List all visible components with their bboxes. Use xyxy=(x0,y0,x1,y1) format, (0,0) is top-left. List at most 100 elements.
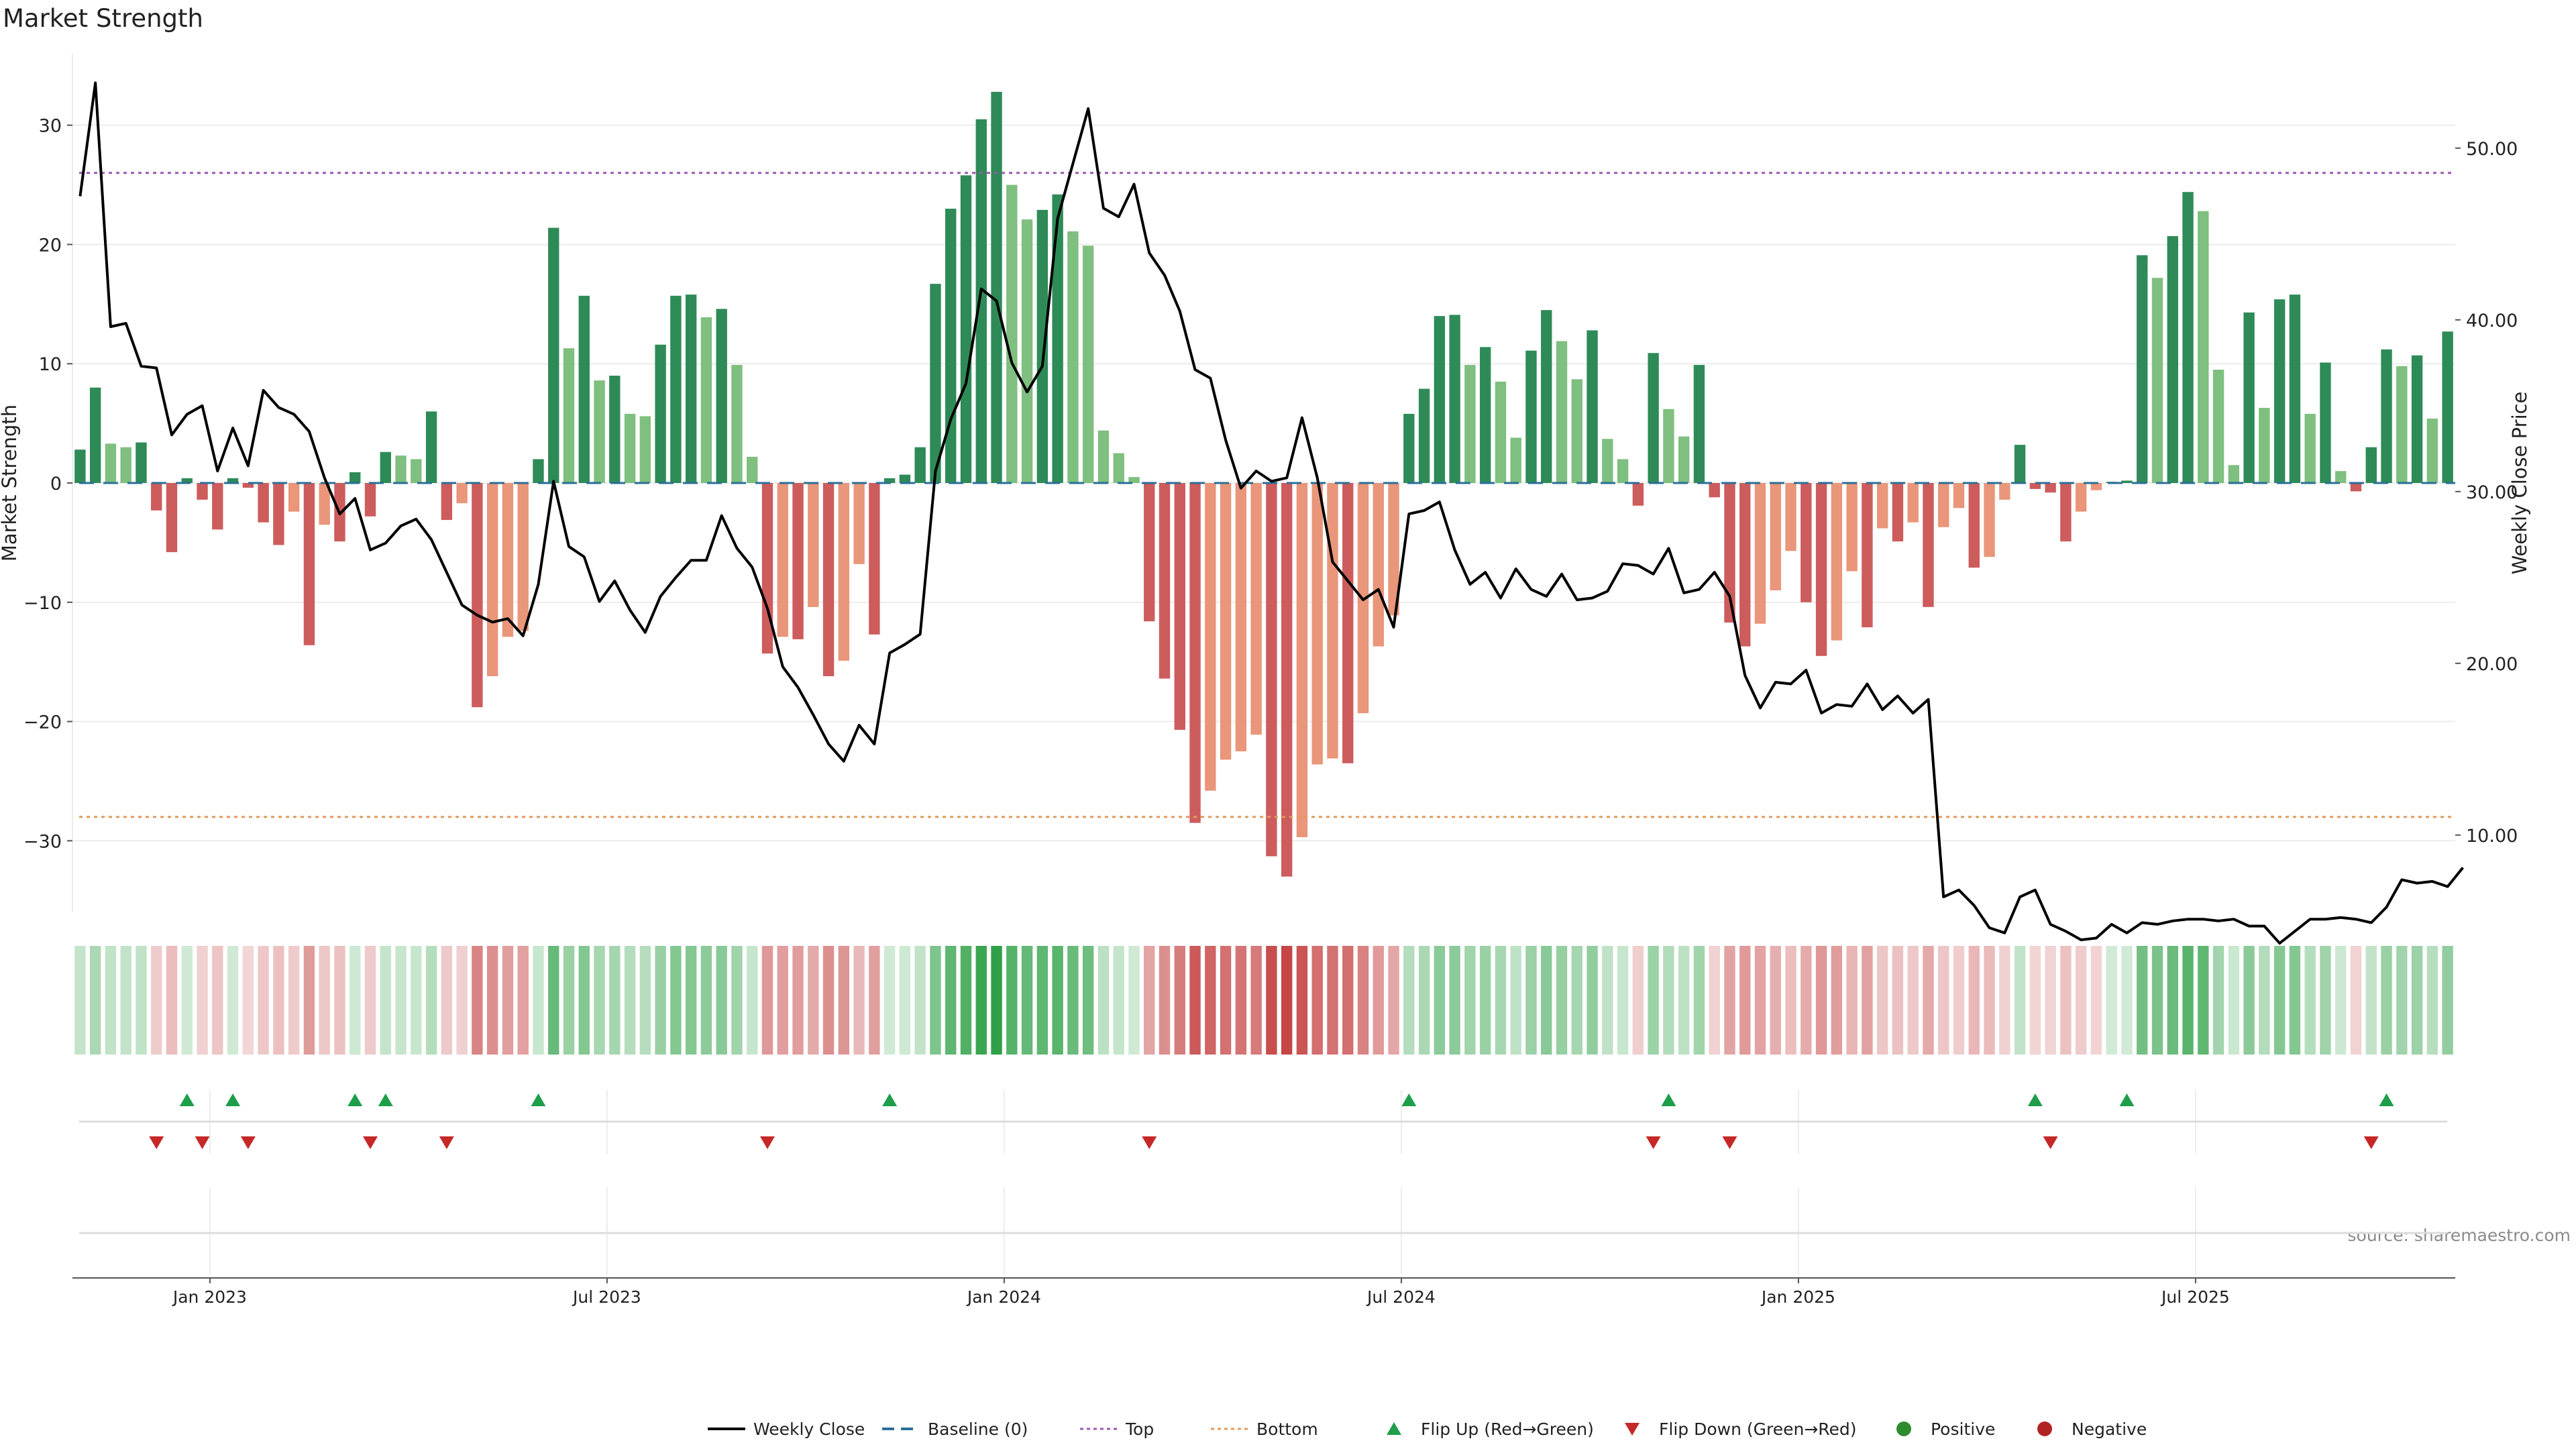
x-tick-label: Jul 2025 xyxy=(2160,1287,2230,1307)
heat-cell xyxy=(2075,946,2087,1055)
heat-cell xyxy=(1418,946,1430,1055)
heat-cell xyxy=(808,946,819,1055)
heat-cell xyxy=(1907,946,1919,1055)
y-right-tick-label: 30.00 xyxy=(2466,482,2518,503)
legend-label: Baseline (0) xyxy=(928,1419,1028,1439)
strength-bar xyxy=(1464,365,1476,483)
heat-cell xyxy=(2365,946,2377,1055)
strength-bar xyxy=(1541,310,1552,483)
heat-cell xyxy=(2045,946,2056,1055)
strength-bar xyxy=(2304,413,2316,483)
heat-cell xyxy=(1862,946,1873,1055)
heat-cell xyxy=(1311,946,1323,1055)
strength-bar xyxy=(2029,483,2041,489)
heat-cell xyxy=(1296,946,1308,1055)
heat-cell xyxy=(1801,946,1812,1055)
heat-cell xyxy=(1373,946,1384,1055)
strength-bar xyxy=(792,483,804,639)
x-axis: Jan 2023 Jul 2023 Jan 2024 Jul 2024 Jan 2025… xyxy=(72,1277,2455,1307)
strength-bar xyxy=(2045,483,2056,493)
heat-cell xyxy=(761,946,773,1055)
legend-swatch xyxy=(1896,1421,1911,1436)
heat-cell xyxy=(227,946,239,1055)
strength-bar xyxy=(1006,184,1018,483)
heat-cell xyxy=(1724,946,1735,1055)
strength-bar xyxy=(1525,350,1537,483)
heat-cell xyxy=(685,946,697,1055)
strength-bar xyxy=(350,472,361,483)
heat-cell xyxy=(747,946,758,1055)
strength-bar xyxy=(1693,365,1705,483)
heat-cell xyxy=(1144,946,1155,1055)
heat-cell xyxy=(2090,946,2102,1055)
strength-bar xyxy=(777,483,788,637)
heat-cell xyxy=(486,946,498,1055)
strength-bar xyxy=(1205,483,1216,791)
heat-cell xyxy=(1984,946,1995,1055)
flip-up-marker xyxy=(347,1093,363,1106)
strength-bar xyxy=(1571,379,1582,483)
heat-cell xyxy=(273,946,284,1055)
heat-cell xyxy=(2259,946,2270,1055)
flip-down-marker xyxy=(363,1136,378,1149)
strength-bar xyxy=(822,483,835,676)
heat-cell xyxy=(792,946,804,1055)
strength-bar xyxy=(1174,483,1185,730)
heat-cell xyxy=(777,946,788,1055)
strength-bar xyxy=(1144,483,1155,622)
strength-bar xyxy=(181,478,193,483)
y-left-tick-label: −10 xyxy=(23,593,62,614)
heat-cell xyxy=(716,946,727,1055)
strength-bar xyxy=(1021,219,1033,483)
heat-cell xyxy=(1938,946,1949,1055)
strength-bar xyxy=(2259,408,2270,483)
strength-bar xyxy=(1815,483,1827,656)
heat-cell xyxy=(624,946,636,1055)
heat-cell xyxy=(548,946,559,1055)
strength-bar xyxy=(1953,483,1965,508)
heat-cell xyxy=(1525,946,1537,1055)
x-tick-label: Jan 2024 xyxy=(966,1287,1041,1307)
heat-cell xyxy=(1113,946,1124,1055)
heat-cell xyxy=(1693,946,1705,1055)
heat-cell xyxy=(364,946,376,1055)
flip-up-marker xyxy=(531,1093,546,1106)
heat-cell xyxy=(181,946,193,1055)
heat-cell xyxy=(945,946,957,1055)
heat-cell xyxy=(502,946,514,1055)
heat-cell xyxy=(960,946,972,1055)
heat-cell xyxy=(472,946,483,1055)
heat-cell xyxy=(1128,946,1140,1055)
strength-bar xyxy=(2381,349,2392,483)
flip-up-marker xyxy=(2119,1093,2135,1106)
heat-cell xyxy=(991,946,1002,1055)
strength-bar xyxy=(1418,388,1430,483)
strength-bar xyxy=(120,447,131,483)
strength-bar xyxy=(2075,483,2087,512)
strength-bar xyxy=(2243,312,2255,483)
flip-down-marker xyxy=(2363,1136,2379,1149)
strength-bar xyxy=(1724,483,1735,623)
chart-title: Market Strength xyxy=(3,4,203,33)
heat-cell xyxy=(975,946,987,1055)
strength-bar xyxy=(2442,331,2453,483)
heat-cell xyxy=(2442,946,2453,1055)
strength-bar xyxy=(2335,471,2347,483)
strength-bar xyxy=(1403,413,1415,483)
x-tick-label: Jan 2023 xyxy=(172,1287,247,1307)
heat-cell xyxy=(1999,946,2010,1055)
strength-bar xyxy=(1250,483,1262,735)
y-right-tick-label: 40.00 xyxy=(2466,311,2518,331)
heat-cell xyxy=(1189,946,1201,1055)
strength-bar xyxy=(1602,439,1613,483)
strength-bar xyxy=(517,483,529,631)
flip-up-marker xyxy=(179,1093,195,1106)
heat-cell xyxy=(105,946,117,1055)
heat-cell xyxy=(1434,946,1446,1055)
heat-cell xyxy=(1632,946,1644,1055)
heat-cell xyxy=(1770,946,1781,1055)
heat-cell xyxy=(822,946,835,1055)
heat-cell xyxy=(609,946,621,1055)
strength-bar xyxy=(747,456,758,483)
